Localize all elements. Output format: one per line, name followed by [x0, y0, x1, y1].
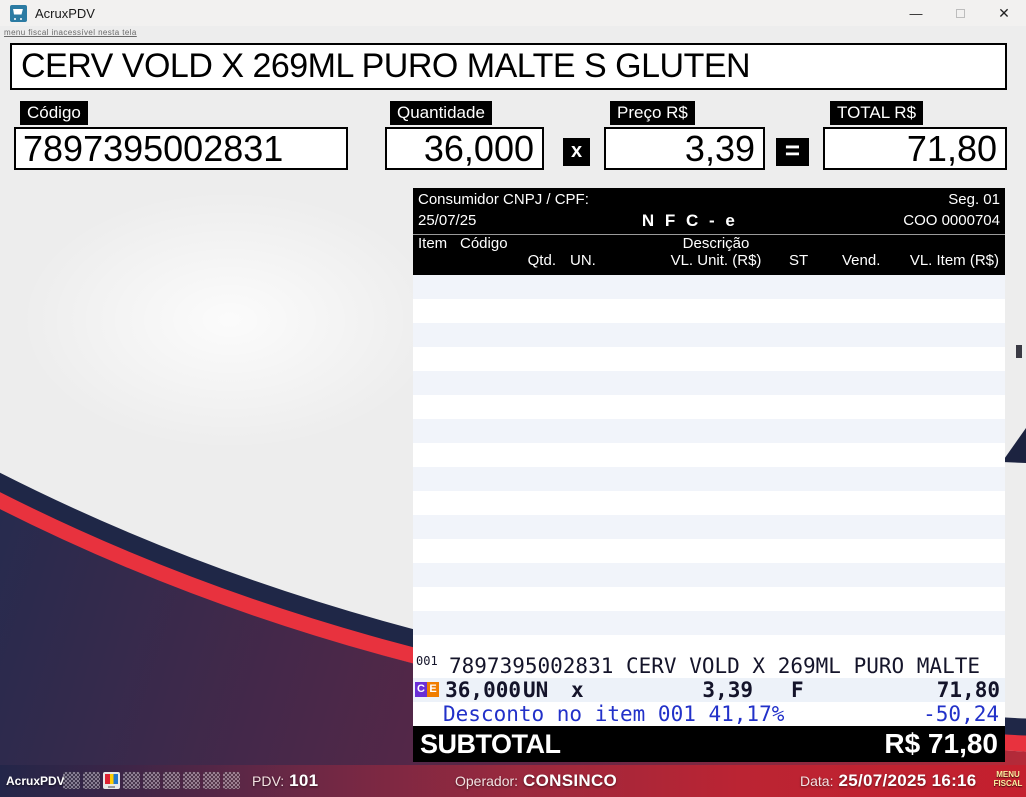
cart-app-icon — [10, 4, 27, 22]
codigo-label: Código — [20, 101, 88, 125]
statusbar-brand: AcruxPDV — [6, 774, 65, 788]
item-unit-price: 3,39 — [702, 678, 753, 702]
statusbar-icons — [63, 772, 240, 789]
shield-icon[interactable] — [163, 772, 180, 789]
fingerprint-icon[interactable] — [83, 772, 100, 789]
menu-fiscal-line2: FISCAL — [993, 779, 1023, 788]
receipt-header: Consumidor CNPJ / CPF: Seg. 01 25/07/25 … — [413, 188, 1005, 275]
item-number: 001 — [416, 654, 438, 668]
date-indicator: Data: 25/07/2025 16:16 — [800, 771, 977, 791]
user-icon[interactable] — [183, 772, 200, 789]
scissors-icon[interactable] — [63, 772, 80, 789]
menu-fiscal-hint: menu fiscal inacessível nesta tela — [4, 28, 137, 37]
coo-number: COO 0000704 — [903, 212, 1000, 229]
doc-type: N F C - e — [641, 211, 738, 230]
item-line-discount: Desconto no item 001 41,17% -50,24 — [413, 702, 1005, 726]
receipt-panel: Consumidor CNPJ / CPF: Seg. 01 25/07/25 … — [413, 188, 1005, 762]
menu-fiscal-line1: MENU — [996, 770, 1020, 779]
item-qty: 36,000 — [445, 678, 521, 702]
close-button[interactable]: ✕ — [998, 4, 1010, 21]
pdv-indicator: PDV: 101 — [252, 771, 318, 791]
statusbar: AcruxPDV PDV: 101 Operador: CONSINCO Data:… — [0, 765, 1026, 797]
col-un: UN. — [570, 252, 596, 269]
subtotal-label: SUBTOTAL — [420, 728, 561, 759]
discount-value: -50,24 — [923, 702, 999, 726]
pdv-label: PDV: — [252, 773, 285, 789]
pdv-value: 101 — [289, 771, 319, 790]
window-title: AcruxPDV — [35, 5, 95, 21]
titlebar: AcruxPDV — ✕ — [0, 0, 1026, 26]
item-line-code: 001 7897395002831 CERV VOLD X 269ML PURO… — [413, 654, 1005, 678]
document-icon[interactable] — [203, 772, 220, 789]
codigo-input[interactable]: 7897395002831 — [14, 127, 348, 170]
col-st: ST — [789, 252, 809, 269]
item-times: x — [571, 678, 584, 702]
date-value: 25/07/2025 16:16 — [838, 771, 977, 790]
menu-fiscal-button[interactable]: MENU FISCAL — [991, 770, 1025, 788]
item-st: F — [791, 678, 804, 702]
operator-indicator: Operador: CONSINCO — [455, 771, 617, 791]
col-item: Item — [418, 235, 448, 252]
total-label: TOTAL R$ — [830, 101, 924, 125]
maximize-button[interactable] — [938, 0, 982, 26]
operator-value: CONSINCO — [523, 771, 618, 790]
item-code-desc: 7897395002831 CERV VOLD X 269ML PURO MAL… — [449, 654, 981, 678]
badge-c-icon: C — [415, 682, 427, 697]
col-vend: Vend. — [842, 252, 881, 269]
operator-label: Operador: — [455, 773, 519, 789]
subtotal-bar: SUBTOTAL R$ 71,80 — [413, 726, 1005, 762]
product-name-display: CERV VOLD X 269ML PURO MALTE S GLUTEN — [10, 43, 1007, 90]
receipt-item-area — [413, 275, 1005, 654]
date-label: Data: — [800, 773, 834, 789]
col-vl-unit: VL. Unit. (R$) — [670, 252, 762, 269]
discount-text: Desconto no item 001 41,17% — [443, 702, 785, 726]
preco-label: Preço R$ — [610, 101, 695, 125]
equals-icon: = — [776, 137, 809, 166]
item-total: 71,80 — [936, 678, 1000, 702]
printer-icon[interactable] — [123, 772, 140, 789]
quantidade-input[interactable]: 36,000 — [385, 127, 544, 170]
subtotal-value: R$ 71,80 — [884, 728, 998, 759]
monitor-icon[interactable] — [103, 772, 120, 789]
total-display: 71,80 — [823, 127, 1007, 170]
badge-e-icon: E — [427, 682, 439, 697]
item-unit: UN — [523, 678, 549, 702]
maximize-icon — [955, 8, 965, 18]
keyboard-icon[interactable] — [223, 772, 240, 789]
preco-input[interactable]: 3,39 — [604, 127, 765, 170]
network-icon[interactable] — [143, 772, 160, 789]
header-divider — [413, 234, 1005, 235]
col-descricao: Descrição — [682, 235, 750, 252]
col-vl-item: VL. Item (R$) — [909, 252, 999, 269]
quantidade-label: Quantidade — [390, 101, 492, 125]
consumer-label: Consumidor CNPJ / CPF: — [418, 191, 589, 208]
col-qtd: Qtd. — [527, 252, 556, 269]
receipt-date: 25/07/25 — [418, 212, 477, 229]
seg-label: Seg. 01 — [948, 191, 1000, 208]
multiply-icon: x — [563, 138, 590, 166]
col-codigo: Código — [460, 235, 508, 252]
minimize-button[interactable]: — — [909, 5, 923, 21]
